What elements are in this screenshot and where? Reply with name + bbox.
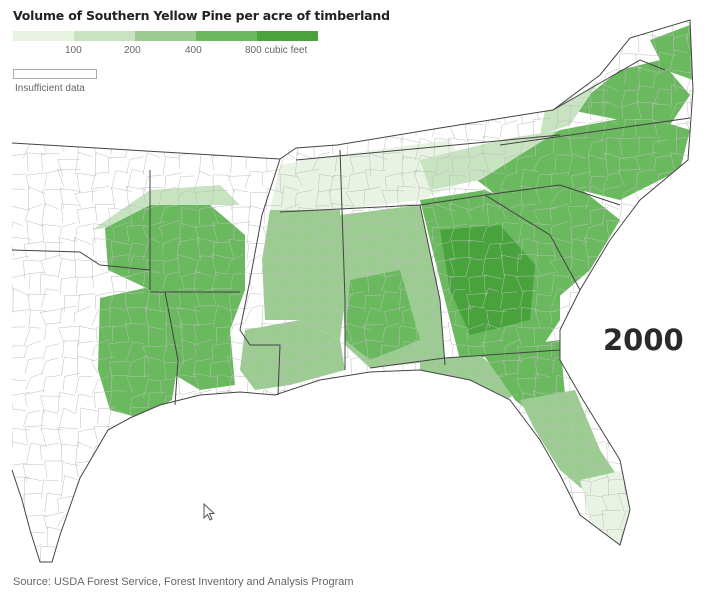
legend-swatch-5: [257, 31, 318, 41]
region-georgia-core: [440, 225, 535, 335]
region-east-texas: [98, 288, 180, 418]
source-note: Source: USDA Forest Service, Forest Inve…: [13, 576, 354, 588]
legend-swatch-2: [74, 31, 135, 41]
border-mississippi-alabama: [339, 149, 346, 370]
color-legend: [13, 31, 318, 41]
border-florida-north: [369, 349, 561, 369]
mouse-pointer-icon: [203, 503, 216, 521]
region-florida-central: [520, 390, 620, 500]
legend-swatch-3: [135, 31, 196, 41]
border-alabama-georgia: [419, 204, 446, 366]
region-mississippi: [262, 210, 345, 340]
legend-tick-400: 400: [185, 45, 202, 56]
border-mississippi-river: [239, 158, 281, 396]
region-alabama-west: [345, 270, 420, 360]
region-maryland-delmarva: [650, 25, 693, 80]
legend-tick-200: 200: [124, 45, 141, 56]
region-louisiana-east: [240, 320, 345, 390]
border-virginia-north: [552, 59, 666, 111]
border-georgia-carolinas: [419, 194, 581, 291]
insufficient-data-swatch: [13, 69, 97, 79]
region-south-carolina: [490, 180, 620, 300]
region-arkansas-south: [105, 205, 245, 390]
border-tennessee-south: [279, 204, 421, 213]
region-tennessee: [290, 140, 470, 210]
insufficient-data-label: Insufficient data: [15, 83, 85, 94]
legend-swatch-4: [196, 31, 257, 41]
year-label: 2000: [603, 323, 684, 357]
border-oklahoma-texas: [11, 249, 151, 271]
region-florida-south: [580, 470, 632, 545]
border-nc-sc: [484, 184, 621, 206]
border-tennessee-north: [295, 134, 561, 161]
region-virginia: [570, 60, 690, 125]
legend-ticks: 100 200 400 800 cubic feet: [13, 45, 333, 59]
border-texas-louisiana: [164, 291, 179, 406]
land-outline: [11, 19, 694, 563]
pine-density-regions: [92, 25, 693, 545]
region-north-carolina: [470, 115, 690, 200]
legend-tick-100: 100: [65, 45, 82, 56]
region-arkansas-north: [92, 185, 240, 230]
border-virginia-nc: [499, 117, 691, 146]
legend-tick-800: 800 cubic feet: [245, 45, 308, 56]
legend-swatch-1: [13, 31, 74, 41]
state-borders: [11, 19, 694, 563]
map-title: Volume of Southern Yellow Pine per acre …: [13, 8, 390, 23]
region-north-carolina-west: [420, 130, 560, 190]
